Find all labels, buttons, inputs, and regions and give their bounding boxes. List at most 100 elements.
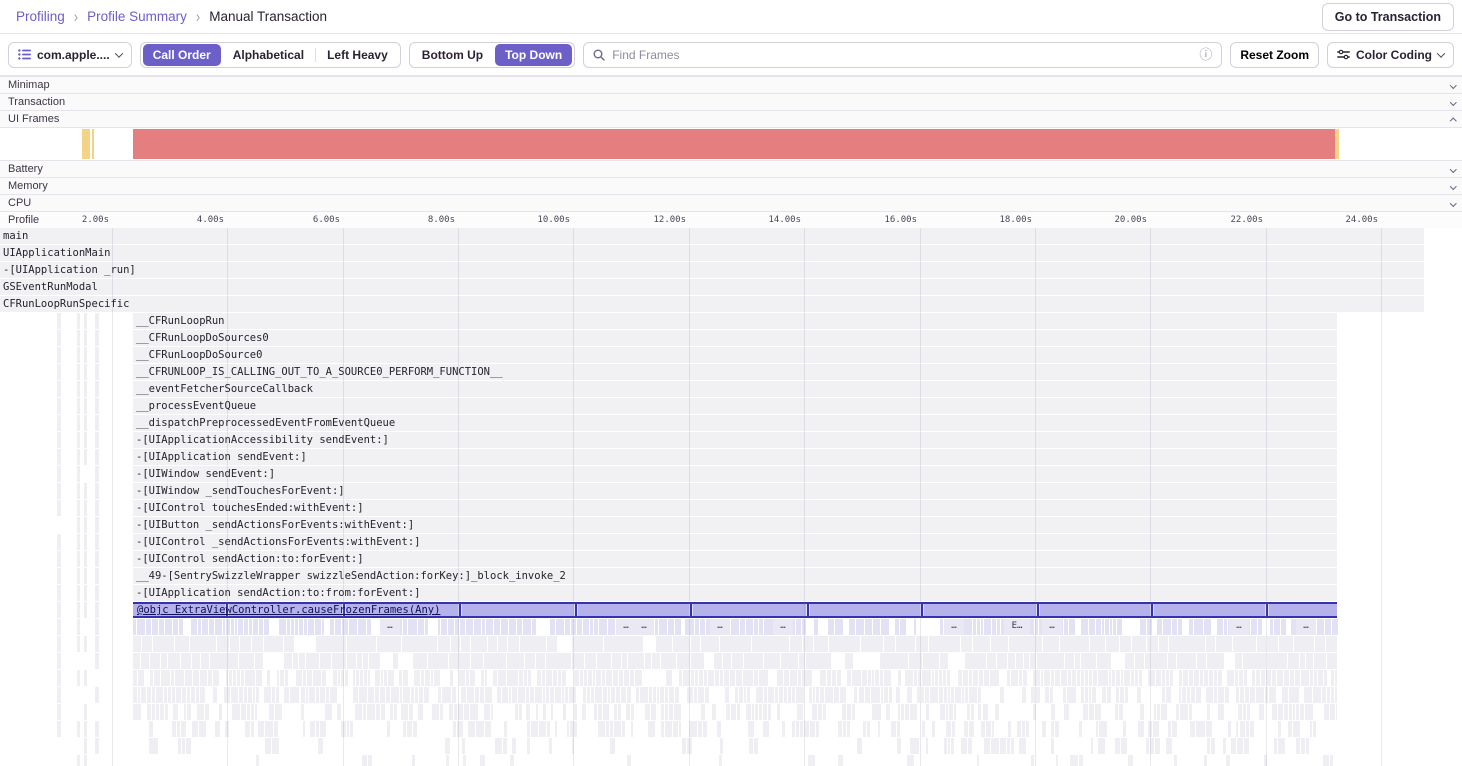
flame-frame[interactable] (655, 636, 672, 652)
flame-frame[interactable] (1161, 704, 1168, 720)
flame-frame[interactable] (996, 653, 1008, 669)
flame-frame-root[interactable]: UIApplicationMain (0, 245, 1424, 261)
flame-frame[interactable] (95, 466, 99, 482)
flame-frame[interactable] (1120, 670, 1124, 686)
find-frames-search[interactable]: ⓘ (583, 41, 1223, 68)
flame-frame[interactable]: -[UIWindow sendEvent:] (133, 466, 1337, 482)
flame-frame[interactable] (1283, 704, 1288, 720)
flame-frame-mini-label[interactable]: … (380, 619, 400, 635)
flame-frame[interactable] (921, 721, 926, 737)
flame-frame[interactable] (873, 619, 880, 635)
flame-frame[interactable] (239, 636, 252, 652)
flame-frame[interactable] (1109, 619, 1113, 635)
flame-frame[interactable] (661, 704, 665, 720)
flame-frame[interactable] (964, 619, 972, 635)
flame-frame[interactable] (855, 619, 865, 635)
flame-frame[interactable] (1222, 738, 1227, 754)
flame-frame[interactable] (931, 670, 935, 686)
flame-frame[interactable] (982, 704, 988, 720)
flame-frame[interactable] (755, 704, 759, 720)
flame-frame[interactable] (1190, 721, 1196, 737)
flame-frame[interactable] (1148, 721, 1153, 737)
flame-frame[interactable] (665, 704, 668, 720)
flame-frame[interactable] (451, 687, 457, 703)
flame-frame[interactable] (877, 721, 881, 737)
flame-frame[interactable] (1329, 704, 1335, 720)
flame-frame[interactable] (1257, 636, 1266, 652)
flame-frame[interactable] (1299, 653, 1306, 669)
flame-frame[interactable] (1010, 738, 1015, 754)
flame-frame[interactable] (842, 721, 847, 737)
flame-frame[interactable] (1234, 670, 1238, 686)
flame-frame[interactable] (280, 670, 285, 686)
flame-frame[interactable] (1093, 670, 1098, 686)
flame-frame[interactable] (694, 687, 697, 703)
flame-frame[interactable] (1101, 619, 1105, 635)
flame-frame[interactable] (1188, 619, 1194, 635)
flame-frame[interactable] (1054, 721, 1059, 737)
flame-frame[interactable] (584, 653, 597, 669)
flame-frame[interactable] (1218, 670, 1223, 686)
flame-frame[interactable] (1049, 687, 1053, 703)
flame-frame[interactable] (1077, 670, 1080, 686)
flame-frame[interactable] (862, 721, 866, 737)
flame-frame[interactable] (806, 653, 831, 669)
flame-frame-root[interactable]: main (0, 228, 1424, 244)
flame-frame[interactable] (1080, 670, 1084, 686)
flame-frame[interactable] (182, 687, 186, 703)
flame-frame[interactable] (149, 653, 160, 669)
flame-frame[interactable] (605, 721, 609, 737)
flame-frame[interactable] (1203, 670, 1208, 686)
flame-frame[interactable] (548, 738, 552, 754)
flame-frame-mini-label[interactable]: … (634, 619, 654, 635)
flame-frame[interactable] (217, 636, 230, 652)
flame-frame[interactable] (884, 636, 895, 652)
flame-frame[interactable] (609, 721, 613, 737)
flame-frame[interactable] (77, 568, 80, 584)
flame-frame[interactable] (708, 670, 714, 686)
flame-frame[interactable] (286, 619, 290, 635)
flame-frame[interactable] (77, 755, 80, 766)
flame-frame[interactable] (307, 670, 312, 686)
flame-frame[interactable] (149, 670, 153, 686)
flame-frame[interactable] (965, 687, 969, 703)
flame-frame[interactable] (897, 721, 900, 737)
flame-frame[interactable] (57, 415, 61, 431)
flame-frame[interactable]: __49-[SentrySwizzleWrapper swizzleSendAc… (133, 568, 1337, 584)
flame-frame[interactable] (1235, 687, 1240, 703)
flame-frame[interactable] (725, 704, 730, 720)
flame-frame[interactable] (490, 704, 494, 720)
flame-frame[interactable] (767, 687, 775, 703)
flame-frame[interactable] (1145, 738, 1150, 754)
flame-frame[interactable] (475, 721, 484, 737)
flame-frame[interactable] (879, 670, 883, 686)
flame-frame[interactable] (284, 687, 290, 703)
flame-frame[interactable] (891, 721, 897, 737)
flame-frame[interactable] (1293, 721, 1301, 737)
flame-frame[interactable] (409, 704, 414, 720)
direction-bottom-up-button[interactable]: Bottom Up (412, 44, 493, 66)
flame-frame[interactable] (254, 653, 263, 669)
flame-frame[interactable] (413, 670, 420, 686)
flame-frame[interactable] (362, 704, 367, 720)
flame-frame[interactable] (309, 687, 315, 703)
flame-frame[interactable] (212, 687, 217, 703)
flame-frame[interactable] (57, 449, 61, 465)
flame-frame[interactable] (84, 602, 87, 618)
flame-frame[interactable] (95, 364, 99, 380)
flame-frame[interactable] (572, 653, 584, 669)
flame-frame[interactable] (484, 721, 491, 737)
flame-frame[interactable] (660, 721, 665, 737)
flame-frame[interactable] (84, 551, 87, 567)
section-minimap[interactable]: Minimap (0, 76, 1462, 93)
flame-frame[interactable] (1316, 619, 1324, 635)
flame-frame[interactable] (1278, 704, 1283, 720)
flame-frame[interactable] (141, 687, 147, 703)
flame-frame[interactable] (895, 636, 915, 652)
flame-frame[interactable] (252, 687, 256, 703)
flame-frame[interactable] (1240, 687, 1244, 703)
flame-frame[interactable] (1251, 670, 1256, 686)
flame-frame[interactable] (77, 466, 80, 482)
flame-frame[interactable] (1119, 636, 1131, 652)
flame-frame[interactable] (230, 619, 235, 635)
